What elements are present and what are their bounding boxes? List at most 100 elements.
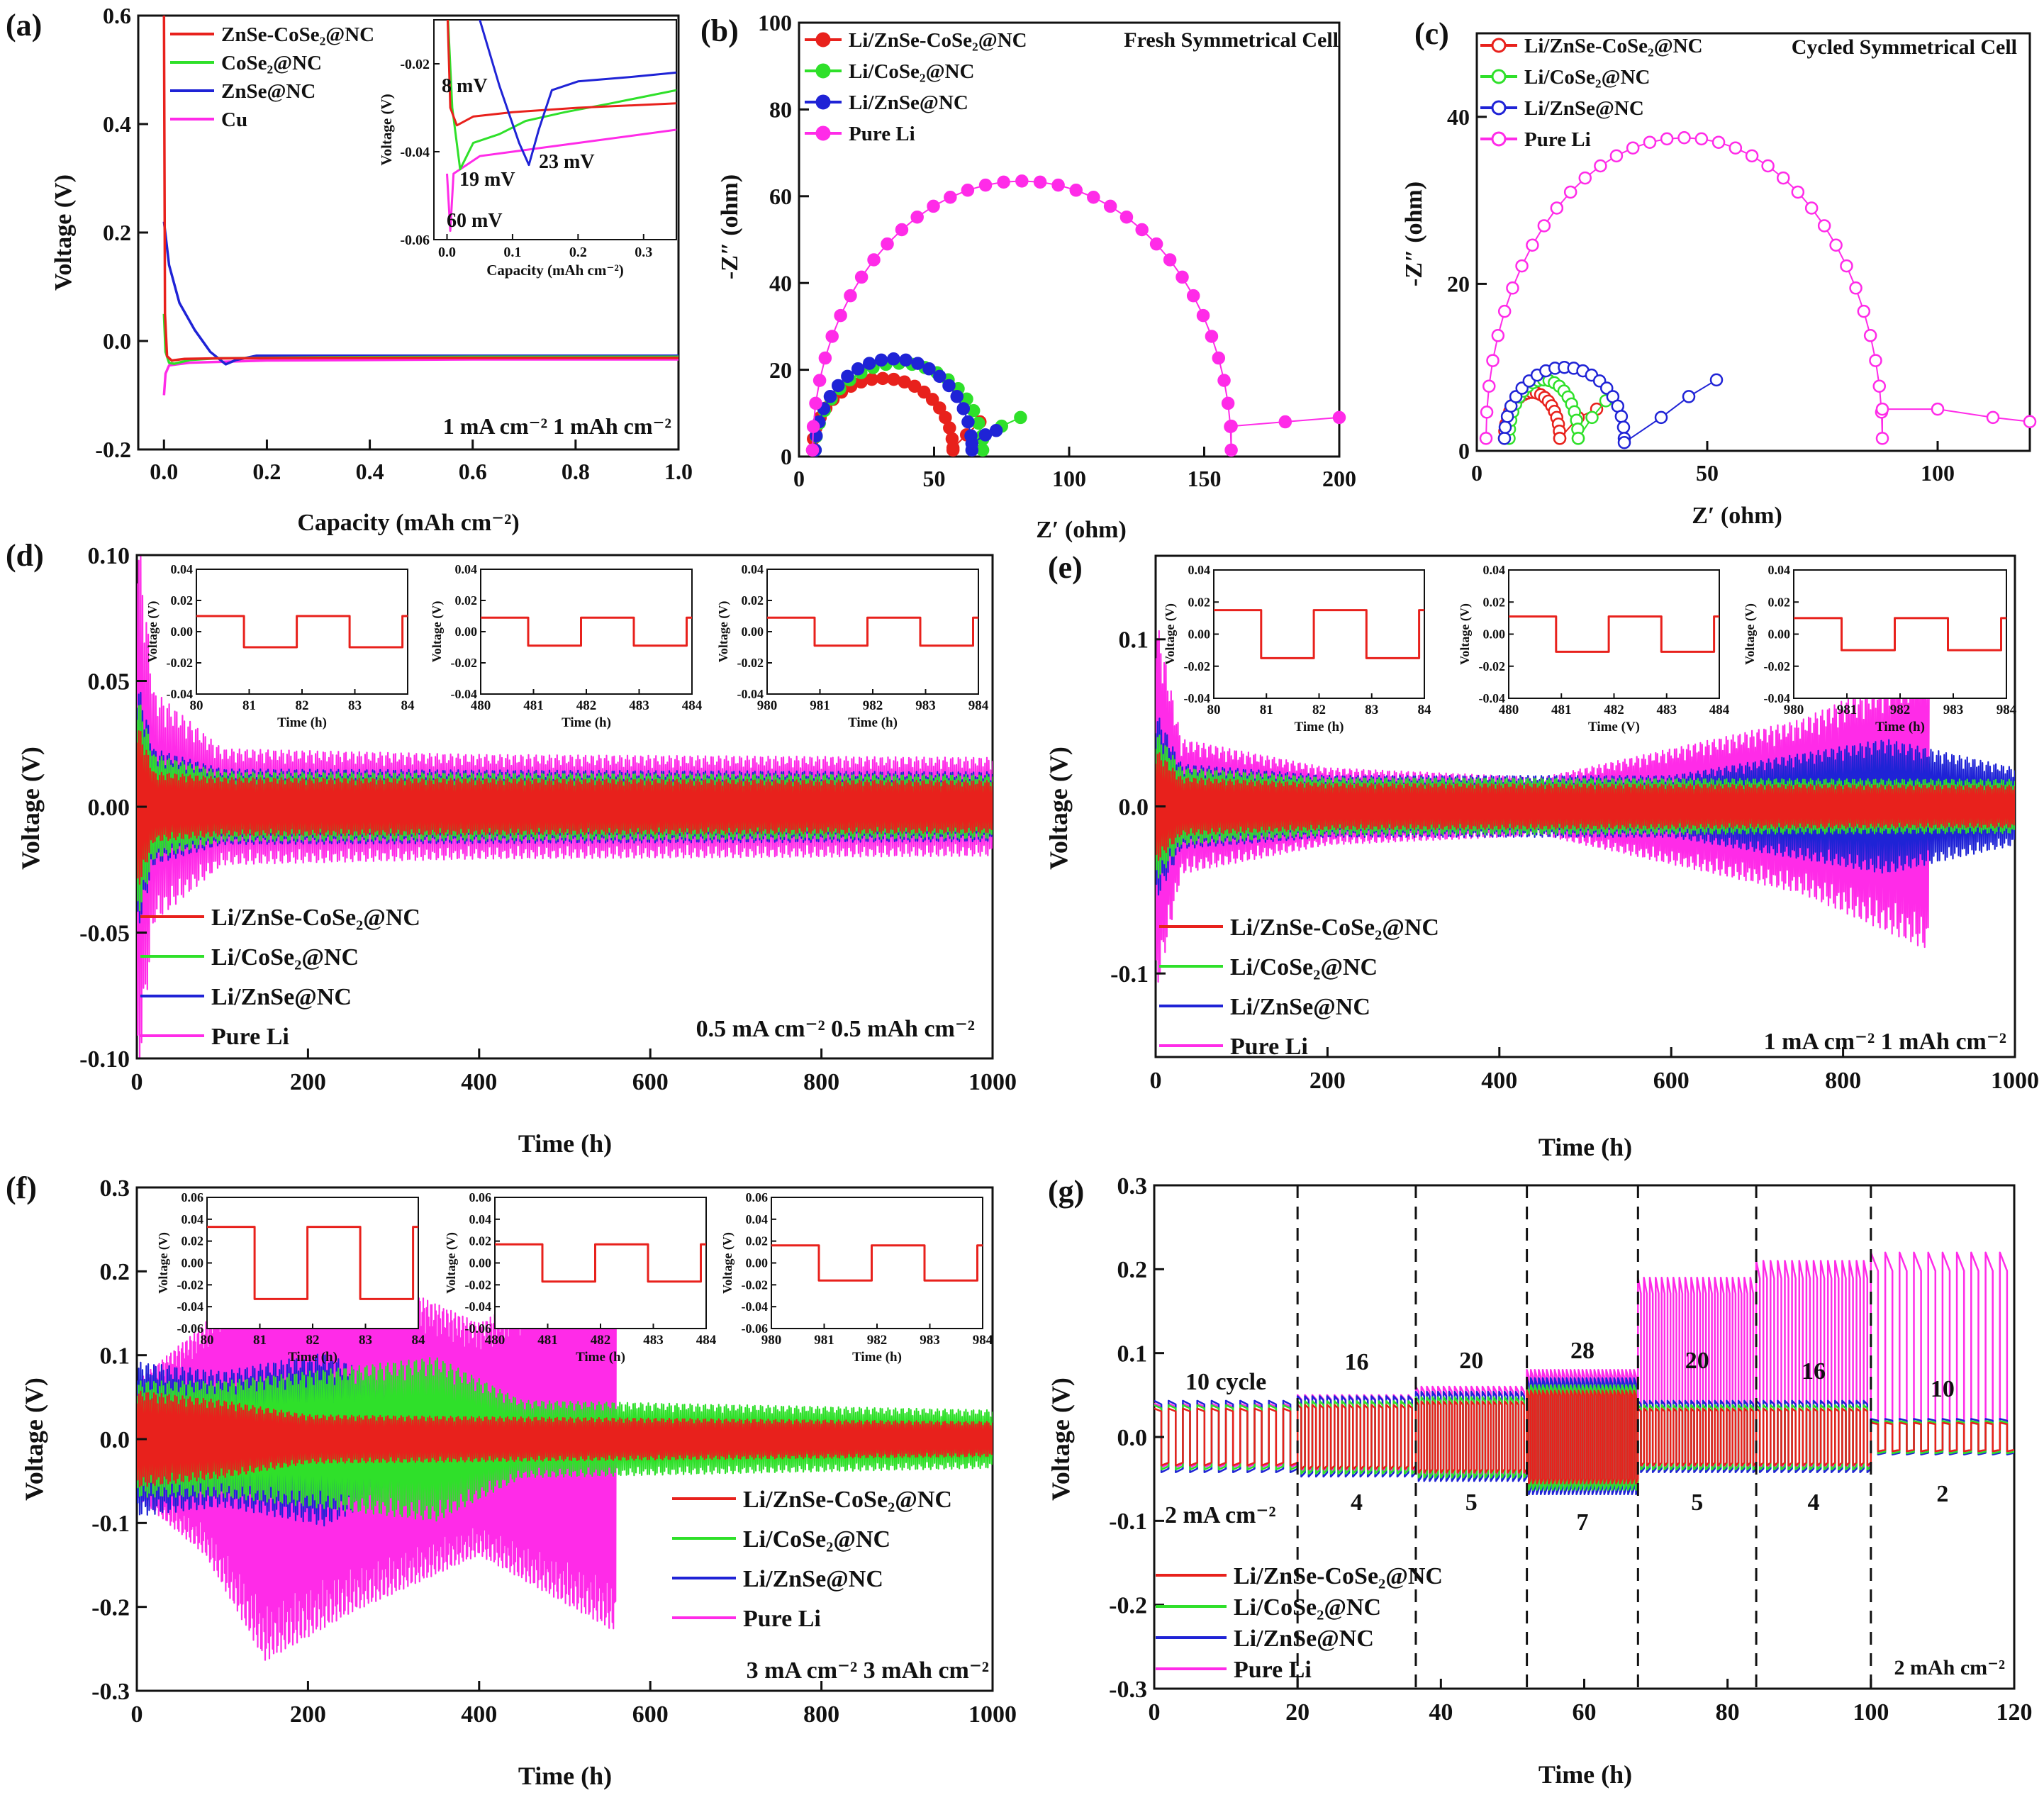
x-axis-label: Capacity (mAh cm⁻²) <box>297 510 519 536</box>
inset-x-tick-label: 83 <box>348 698 362 713</box>
inset-y-tick-label: -0.02 <box>465 1277 492 1292</box>
inset-voltage-trace <box>196 615 408 649</box>
inset-y-tick-label: -0.02 <box>451 656 478 670</box>
inset-x-tick-label: 80 <box>1207 703 1221 717</box>
x-tick-label: 150 <box>1188 466 1222 491</box>
legend-label: CoSe₂@NC <box>221 52 322 74</box>
inset-annotation: 19 mV <box>459 169 515 191</box>
y-tick-label: -0.3 <box>91 1679 130 1705</box>
inset-x-tick-label: 983 <box>920 1333 940 1348</box>
data-point <box>944 191 957 204</box>
data-point <box>1869 354 1882 367</box>
x-tick-label: 40 <box>1429 1699 1453 1726</box>
data-point <box>1578 171 1592 185</box>
inset-annotation: 23 mV <box>539 151 595 173</box>
inset-voltage-trace <box>767 616 978 647</box>
x-tick-label: 1000 <box>1991 1068 2039 1094</box>
data-point <box>1563 185 1577 199</box>
inset-x-tick-label: 81 <box>1260 703 1273 717</box>
data-point <box>1594 159 1607 173</box>
data-point <box>1761 159 1775 173</box>
data-point <box>961 415 975 429</box>
x-axis-label: Z′ (ohm) <box>1036 517 1127 543</box>
inset-plot-area <box>433 19 677 240</box>
inset-x-tick-label: 981 <box>1837 703 1858 717</box>
data-point <box>899 353 912 367</box>
condition-label: 1 mA cm⁻² 1 mAh cm⁻² <box>1764 1029 2006 1055</box>
legend-label: Li/ZnSe-CoSe₂@NC <box>211 905 420 931</box>
segment-current-label: 4 <box>1807 1489 1819 1516</box>
legend-marker <box>815 32 831 47</box>
inset-annotation: 60 mV <box>447 210 503 232</box>
legend-label: ZnSe-CoSe₂@NC <box>221 23 374 46</box>
data-point <box>812 374 827 387</box>
data-point <box>1480 406 1494 419</box>
legend-label: Li/ZnSe-CoSe₂@NC <box>743 1487 952 1513</box>
data-point <box>1829 238 1843 252</box>
data-point <box>925 393 939 406</box>
inset-y-axis-label: Voltage (V) <box>444 1232 459 1294</box>
data-point <box>862 357 876 370</box>
inset-x-tick-label: 84 <box>412 1333 426 1348</box>
y-tick-label: 0.1 <box>1117 1341 1148 1368</box>
inset-y-tick-label: -0.02 <box>177 1277 204 1292</box>
data-point <box>961 184 975 197</box>
y-tick-label: 0.1 <box>100 1343 130 1370</box>
inset-y-tick-label: -0.06 <box>177 1321 204 1336</box>
data-point <box>1332 410 1346 425</box>
data-point <box>1872 379 1887 393</box>
inset-voltage-trace <box>1794 617 2006 652</box>
inset-y-tick-label: -0.04 <box>177 1299 204 1314</box>
x-tick-label: 800 <box>803 1069 839 1095</box>
series-trace <box>1156 752 2015 861</box>
y-axis-label: Voltage (V) <box>16 746 45 870</box>
inset-x-tick-label: 984 <box>1996 703 2017 717</box>
inset-x-tick-label: 982 <box>867 1333 888 1348</box>
data-point <box>1163 253 1177 267</box>
inset-y-tick-label: 0.02 <box>746 1234 769 1248</box>
inset-y-tick-label: 0.04 <box>746 1212 769 1226</box>
inset-y-tick-label: -0.06 <box>400 233 430 248</box>
data-point <box>1224 419 1238 433</box>
series-group <box>1156 630 2015 983</box>
segment-current-label: 2 mA cm⁻² <box>1165 1502 1276 1528</box>
inset-y-axis-label: Voltage (V) <box>1163 603 1178 665</box>
series-trace <box>137 691 993 924</box>
y-tick-label: 0.2 <box>100 1259 130 1285</box>
inset-y-tick-label: -0.02 <box>1184 659 1211 673</box>
data-point <box>1614 410 1629 423</box>
inset-y-tick-label: 0.06 <box>746 1190 769 1204</box>
inset-y-tick-label: -0.02 <box>400 57 430 72</box>
data-point <box>1745 149 1759 163</box>
x-tick-label: 200 <box>1322 466 1356 491</box>
inset-y-tick-label: 0.00 <box>469 1256 492 1270</box>
y-tick-label: 0.0 <box>1119 794 1149 820</box>
inset-x-tick-label: 84 <box>401 698 415 713</box>
y-tick-label: -0.2 <box>91 1595 130 1621</box>
legend-label: Li/ZnSe-CoSe₂@NC <box>1230 915 1439 941</box>
inset-x-axis-label: Time (h) <box>576 1350 625 1365</box>
data-point <box>1135 223 1149 237</box>
y-tick-label: 0.00 <box>88 795 130 821</box>
data-point <box>1103 199 1117 213</box>
inset-y-tick-label: 0.06 <box>181 1190 204 1204</box>
legend-label: Pure Li <box>743 1606 821 1632</box>
inset-x-tick-label: 980 <box>757 698 778 713</box>
series-trace <box>137 555 993 1058</box>
inset-plot-area <box>494 1197 707 1329</box>
data-point <box>1051 178 1065 192</box>
data-point <box>1482 379 1496 393</box>
x-tick-label: 0 <box>1471 460 1482 486</box>
data-point <box>1840 259 1853 273</box>
data-point <box>818 351 832 365</box>
chart-title: Fresh Symmetrical Cell <box>1124 28 1339 52</box>
inset-x-axis-label: Time (h) <box>848 715 898 730</box>
data-point <box>1777 171 1790 185</box>
x-tick-label: 0.6 <box>459 459 487 484</box>
inset-x-tick-label: 0.1 <box>503 245 521 260</box>
data-point <box>1497 432 1512 445</box>
data-point <box>1087 191 1100 204</box>
panel-label: (b) <box>700 13 739 48</box>
plot-area-c <box>1475 32 2031 452</box>
data-point <box>1616 420 1631 434</box>
